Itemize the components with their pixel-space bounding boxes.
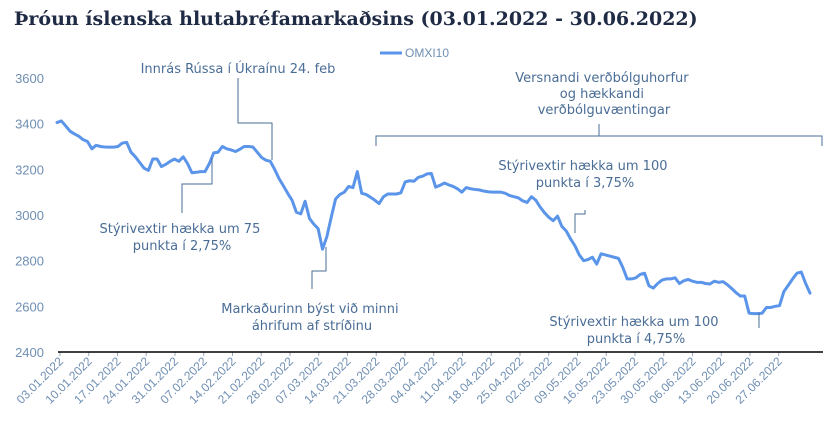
annotation-market-line-2: áhrifum af stríðinu [252, 319, 372, 334]
legend: OMXI10 [380, 46, 449, 60]
annotation-hike-100-a-line-2: punkta í 3,75% [536, 176, 635, 191]
y-tick-label: 3000 [15, 208, 44, 223]
annotation-hike-100-b-line-2: punkta í 4,75% [587, 332, 686, 347]
annotation-hike-100-a: Stýrivextir hækka um 100 punkta í 3,75% [498, 159, 671, 191]
annotation-line-hike-75 [181, 158, 213, 213]
legend-label: OMXI10 [405, 46, 449, 60]
x-axis: 03.01.202210.01.202217.01.202224.01.2022… [14, 352, 785, 407]
annotation-hike-75-line-1: Stýrivextir hækka um 75 [100, 222, 261, 237]
annotation-brace-inflation [375, 124, 823, 146]
series-line-omxi10 [55, 119, 812, 316]
annotation-inflation-line-1: Versnandi verðbólguhorfur [515, 71, 689, 86]
annotation-lines [181, 78, 823, 328]
y-tick-label: 3200 [15, 162, 44, 177]
y-tick-label: 3400 [15, 117, 44, 132]
y-tick-label: 2800 [15, 254, 44, 269]
annotation-hike-75-line-2: punkta í 2,75% [133, 239, 232, 254]
annotation-hike-100-b-line-1: Stýrivextir hækka um 100 [549, 315, 718, 330]
annotation-hike-100-b: Stýrivextir hækka um 100 punkta í 4,75% [549, 315, 722, 347]
annotation-line-market [311, 247, 327, 289]
y-axis: 2400 2600 2800 3000 3200 3400 3600 [15, 71, 44, 360]
annotation-inflation-line-2: og hækkandi [560, 87, 644, 102]
y-tick-label: 2600 [15, 299, 44, 314]
y-tick-label: 3600 [15, 71, 44, 86]
annotation-inflation: Versnandi verðbólguhorfur og hækkandi ve… [515, 71, 693, 118]
annotations: Innrás Rússa í Úkraínu 24. feb Versnandi… [100, 61, 722, 347]
annotation-line-invasion [237, 78, 273, 160]
y-tick-label: 2400 [15, 345, 44, 360]
chart-title: Þróun íslenska hlutabréfamarkaðsins (03.… [14, 8, 698, 30]
annotation-invasion-line-1: Innrás Rússa í Úkraínu 24. feb [141, 61, 336, 77]
annotation-line-hike-100-a [574, 210, 586, 233]
annotation-hike-75: Stýrivextir hækka um 75 punkta í 2,75% [100, 222, 265, 254]
annotation-inflation-line-3: verðbólguvæntingar [538, 103, 671, 118]
annotation-invasion: Innrás Rússa í Úkraínu 24. feb [141, 61, 336, 77]
annotation-market: Markaðurinn býst við minni áhrifum af st… [221, 302, 402, 334]
annotation-hike-100-a-line-1: Stýrivextir hækka um 100 [498, 159, 667, 174]
annotation-market-line-1: Markaðurinn býst við minni [221, 302, 398, 317]
